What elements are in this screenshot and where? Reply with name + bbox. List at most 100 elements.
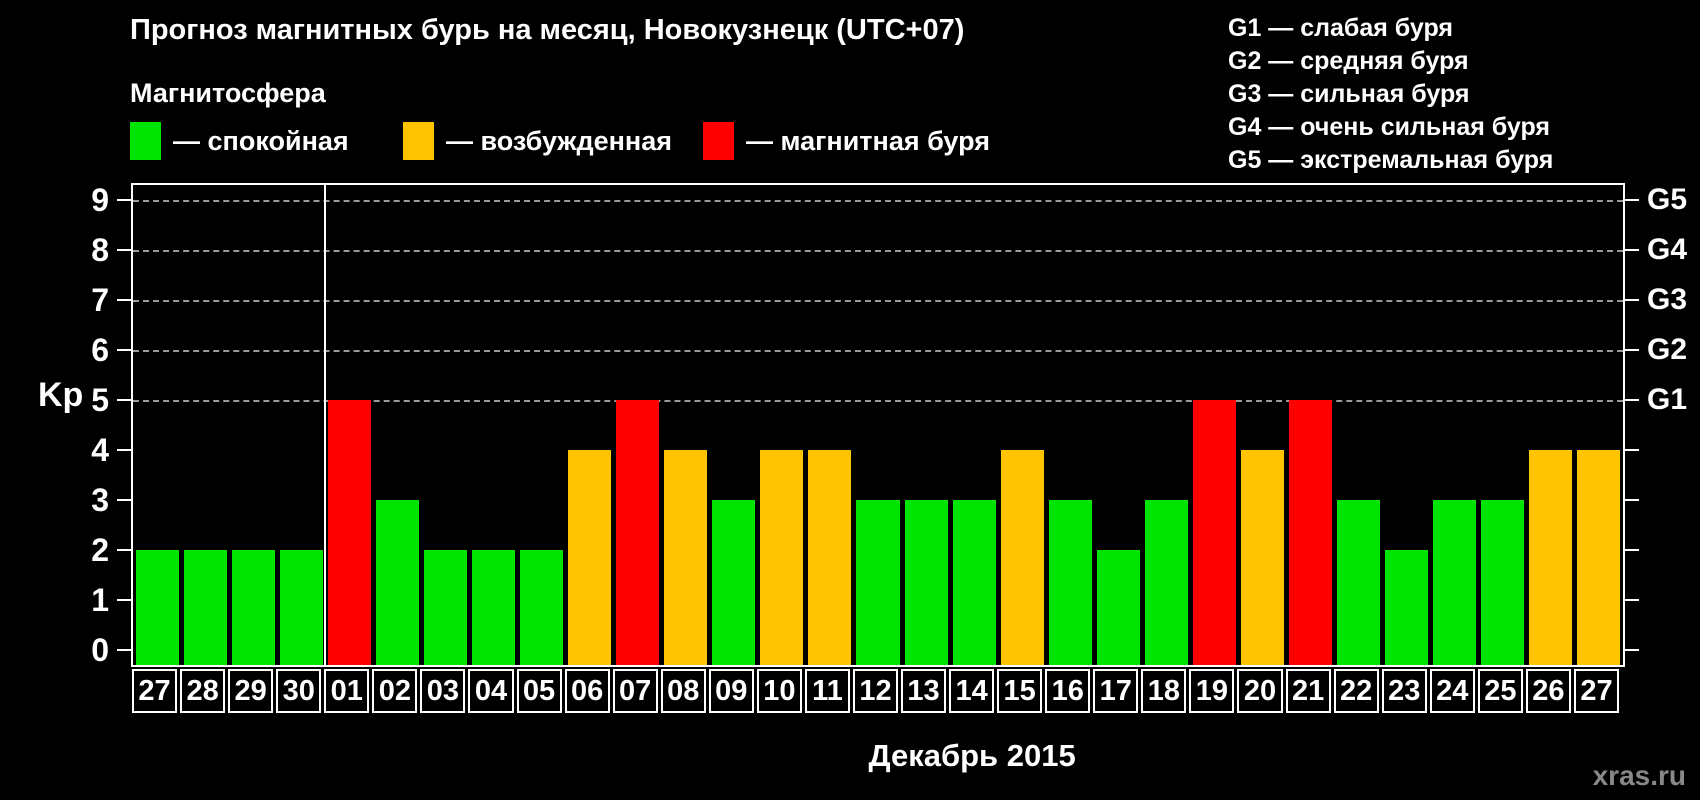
kp-bar-day-16 xyxy=(1048,500,1092,665)
kp-bar-day-20 xyxy=(1240,450,1285,665)
right-tick-kp-8 xyxy=(1625,249,1639,251)
kp-bar-day-27 xyxy=(135,550,179,665)
day-label-cell: 18 xyxy=(1141,669,1187,713)
left-tick-kp-3 xyxy=(117,499,131,501)
legend-item-quiet: — спокойная xyxy=(130,120,349,162)
left-tick-kp-7 xyxy=(117,299,131,301)
g-scale-legend-line-g5: G5 — экстремальная буря xyxy=(1228,146,1554,174)
right-tick-kp-7 xyxy=(1625,299,1639,301)
g-scale-legend-line-g3: G3 — сильная буря xyxy=(1228,80,1470,108)
month-boundary-line xyxy=(324,185,327,665)
day-label-cell: 21 xyxy=(1285,669,1331,713)
y-axis-tick-label-1: 1 xyxy=(91,582,109,618)
day-label-cell: 05 xyxy=(516,669,562,713)
kp-bar-day-30 xyxy=(279,550,323,665)
right-tick-kp-0 xyxy=(1625,649,1639,651)
day-label-cell: 20 xyxy=(1237,669,1283,713)
right-tick-kp-2 xyxy=(1625,549,1639,551)
y-axis-title: Kp xyxy=(38,376,84,414)
kp-bar-day-22 xyxy=(1337,500,1381,665)
legend-label-storm: — магнитная буря xyxy=(746,125,990,156)
day-label-cell: 23 xyxy=(1381,669,1427,713)
kp-bar-day-12 xyxy=(856,500,900,665)
kp-bar-day-13 xyxy=(904,500,948,665)
kp-bar-day-09 xyxy=(712,500,756,665)
g-scale-legend: G1 — слабая буря G2 — средняя буря G3 — … xyxy=(1228,12,1553,177)
right-tick-kp-9 xyxy=(1625,199,1639,201)
day-label-cell: 27 xyxy=(1573,669,1619,713)
left-tick-kp-9 xyxy=(117,199,131,201)
left-tick-kp-6 xyxy=(117,349,131,351)
g-scale-legend-line-g2: G2 — средняя буря xyxy=(1228,47,1469,75)
active-color-swatch-icon xyxy=(403,122,434,160)
left-tick-kp-8 xyxy=(117,249,131,251)
gridline-kp-6 xyxy=(133,350,1623,352)
kp-bar-day-01 xyxy=(327,400,371,665)
y-axis-tick-label-3: 3 xyxy=(91,482,109,518)
day-label-cell: 11 xyxy=(804,669,850,713)
kp-bar-day-07 xyxy=(616,400,660,665)
right-tick-kp-1 xyxy=(1625,599,1639,601)
kp-bar-day-06 xyxy=(568,450,612,665)
day-label-cell: 27 xyxy=(132,669,178,713)
y-axis-tick-label-2: 2 xyxy=(91,532,109,568)
day-label-cell: 06 xyxy=(564,669,610,713)
legend-heading: Магнитосфера xyxy=(130,78,326,108)
kp-bar-day-03 xyxy=(423,550,467,665)
storm-color-swatch-icon xyxy=(703,122,734,160)
day-label-cell: 26 xyxy=(1525,669,1571,713)
right-axis-label-g5: G5 xyxy=(1647,183,1688,216)
right-tick-kp-6 xyxy=(1625,349,1639,351)
day-label-cell: 15 xyxy=(997,669,1043,713)
right-axis-label-g2: G2 xyxy=(1647,333,1688,366)
g-scale-legend-line-g1: G1 — слабая буря xyxy=(1228,14,1454,42)
right-axis-label-g1: G1 xyxy=(1647,383,1688,416)
legend-label-active: — возбужденная xyxy=(446,125,672,156)
kp-bar-day-04 xyxy=(471,550,515,665)
kp-bar-day-10 xyxy=(760,450,804,665)
day-label-cell: 09 xyxy=(708,669,754,713)
legend-item-active: — возбужденная xyxy=(403,120,672,162)
right-axis-label-g3: G3 xyxy=(1647,283,1688,316)
right-tick-kp-4 xyxy=(1625,449,1639,451)
magnetosphere-legend: — спокойная — возбужденная — магнитная б… xyxy=(130,120,1030,162)
day-label-cell: 19 xyxy=(1189,669,1235,713)
kp-bar-day-15 xyxy=(1000,450,1044,665)
left-tick-kp-0 xyxy=(117,649,131,651)
right-axis-label-g4: G4 xyxy=(1647,233,1688,266)
left-tick-kp-1 xyxy=(117,599,131,601)
day-label-cell: 03 xyxy=(420,669,466,713)
plot-area xyxy=(131,183,1625,667)
kp-bar-day-08 xyxy=(664,450,708,665)
x-axis-day-labels: 27 28 29 30 01 02 03 04 05 06 07 08 09 10 11 12 13 14 15 16… xyxy=(131,669,1625,713)
kp-bar-day-14 xyxy=(952,500,996,665)
y-axis-tick-label-8: 8 xyxy=(91,232,109,268)
kp-bar-day-24 xyxy=(1433,500,1477,665)
legend-item-storm: — магнитная буря xyxy=(703,120,990,162)
kp-bar-day-02 xyxy=(375,500,419,665)
day-label-cell: 16 xyxy=(1045,669,1091,713)
day-label-cell: 12 xyxy=(852,669,899,713)
legend-label-quiet: — спокойная xyxy=(173,125,349,156)
y-axis-tick-label-7: 7 xyxy=(91,282,109,318)
day-label-cell: 02 xyxy=(372,669,418,713)
kp-bar-day-25 xyxy=(1481,500,1525,665)
watermark: xras.ru xyxy=(1592,760,1686,791)
gridline-kp-8 xyxy=(133,250,1623,252)
kp-bar-day-18 xyxy=(1144,500,1188,665)
kp-bar-day-19 xyxy=(1192,400,1236,665)
kp-bar-day-27 xyxy=(1577,450,1621,665)
gridline-kp-5 xyxy=(133,400,1623,402)
day-label-cell: 14 xyxy=(949,669,995,713)
day-label-cell: 04 xyxy=(468,669,514,713)
day-label-cell: 07 xyxy=(612,669,658,713)
y-axis-tick-label-9: 9 xyxy=(91,182,109,218)
g-scale-legend-line-g4: G4 — очень сильная буря xyxy=(1228,113,1550,141)
kp-bar-day-11 xyxy=(808,450,852,665)
kp-bar-day-23 xyxy=(1385,550,1429,665)
kp-bar-day-29 xyxy=(231,550,275,665)
quiet-color-swatch-icon xyxy=(130,122,161,160)
left-tick-kp-4 xyxy=(117,449,131,451)
y-axis-tick-label-6: 6 xyxy=(91,332,109,368)
